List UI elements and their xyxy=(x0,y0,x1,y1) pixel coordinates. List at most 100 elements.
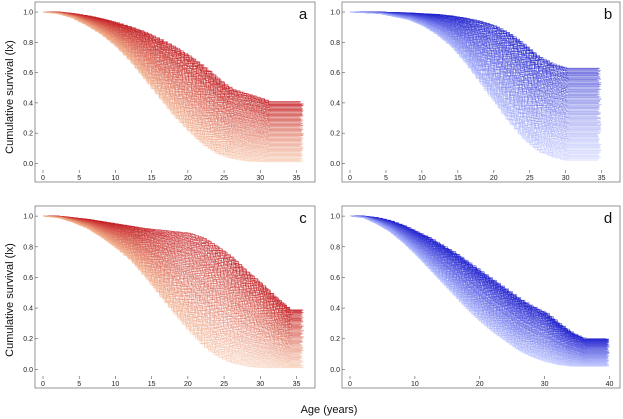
survival-curve xyxy=(350,215,609,353)
x-tick-label: 5 xyxy=(77,175,81,182)
survival-curve xyxy=(43,215,302,363)
survival-curve xyxy=(43,11,303,156)
y-tick-label: 0.2 xyxy=(23,131,33,138)
y-tick-label: 0.4 xyxy=(330,306,340,313)
survival-curve xyxy=(43,11,302,154)
survival-curve xyxy=(43,215,301,361)
survival-curve xyxy=(350,11,602,150)
x-tick-label: 20 xyxy=(490,175,498,182)
x-tick-label: 15 xyxy=(148,175,156,182)
x-tick-label: 30 xyxy=(256,175,264,182)
x-tick-label: 15 xyxy=(454,175,462,182)
survival-curve xyxy=(350,11,598,155)
survival-curves xyxy=(350,215,610,367)
survival-curve xyxy=(43,215,300,360)
survival-curve xyxy=(43,215,300,337)
y-tick-label: 0.0 xyxy=(330,367,340,374)
survival-curve xyxy=(43,215,304,366)
x-tick-label: 20 xyxy=(184,381,192,388)
survival-curve xyxy=(350,215,607,364)
survival-curve xyxy=(43,11,304,162)
survival-curve xyxy=(43,215,301,359)
survival-curve xyxy=(350,215,607,366)
survival-curve xyxy=(350,11,600,154)
x-axis-title: Age (years) xyxy=(301,404,358,416)
y-tick-label: 0.4 xyxy=(330,100,340,107)
survival-curve xyxy=(350,11,601,153)
y-tick-label: 0.4 xyxy=(23,100,33,107)
y-tick-label: 1.0 xyxy=(330,214,340,221)
survival-curve xyxy=(43,215,302,365)
x-tick-label: 0 xyxy=(41,381,45,388)
y-tick-label: 0.2 xyxy=(330,336,340,343)
y-tick-label: 0.0 xyxy=(330,161,340,168)
y-tick-label: 0.8 xyxy=(23,244,33,251)
x-tick-label: 25 xyxy=(220,381,228,388)
survival-curve xyxy=(350,215,608,359)
y-tick-label: 0.0 xyxy=(23,367,33,374)
y-tick-label: 1.0 xyxy=(330,10,340,17)
survival-curve xyxy=(350,215,607,367)
panel-a: 0 5 10 15 20 25 30 35 0.0 0.2 0.4 0.6 0.8 1.0 a xyxy=(23,1,316,183)
x-tick-label: 25 xyxy=(220,175,228,182)
survival-curve xyxy=(350,11,599,156)
y-tick-label: 0.8 xyxy=(23,40,33,47)
survival-curve xyxy=(350,11,599,159)
x-tick-label: 0 xyxy=(41,175,45,182)
survival-curve xyxy=(350,215,608,366)
survival-curve xyxy=(43,215,303,366)
x-tick-label: 30 xyxy=(256,381,264,388)
survival-curve xyxy=(43,11,301,129)
survival-curve xyxy=(350,215,607,363)
panel-letter: c xyxy=(299,210,307,227)
y-tick-label: 0.6 xyxy=(330,275,340,282)
survival-curve xyxy=(350,215,607,359)
survival-curve xyxy=(350,11,600,149)
survival-curve xyxy=(350,215,609,365)
survival-curve xyxy=(43,11,301,155)
survival-curve xyxy=(43,215,301,364)
survival-curve xyxy=(350,215,607,366)
panel-b: 0 5 10 15 20 25 30 35 0.0 0.2 0.4 0.6 0.8 1.0 b xyxy=(330,1,621,183)
x-tick-label: 25 xyxy=(526,175,534,182)
survival-curve xyxy=(350,215,609,364)
survival-curve xyxy=(43,215,304,368)
x-tick-label: 5 xyxy=(77,381,81,388)
survival-curve xyxy=(43,11,304,159)
survival-curve xyxy=(350,11,599,160)
y-tick-label: 0.6 xyxy=(23,275,33,282)
y-tick-label: 0.6 xyxy=(23,70,33,77)
survival-curves xyxy=(350,11,602,161)
y-tick-label: 0.4 xyxy=(23,306,33,313)
survival-curve xyxy=(350,11,601,148)
y-tick-label: 0.2 xyxy=(330,131,340,138)
y-tick-label: 0.2 xyxy=(23,336,33,343)
panel-d: 0 10 20 30 40 0.0 0.2 0.4 0.6 0.8 1.0 d xyxy=(330,205,621,389)
y-tick-label: 0.8 xyxy=(330,40,340,47)
survival-curve xyxy=(43,11,303,154)
y-axis-title-bottom: Cumulative survival (lx) xyxy=(4,243,16,357)
survival-curve xyxy=(43,215,300,367)
survival-curve xyxy=(43,215,303,341)
survival-curve xyxy=(350,215,608,364)
survival-curve xyxy=(43,11,302,108)
survival-curve xyxy=(43,11,303,157)
survival-curve xyxy=(350,11,598,135)
x-tick-label: 20 xyxy=(476,381,484,388)
survival-curve xyxy=(43,11,302,158)
panel-letter: d xyxy=(604,210,612,227)
x-tick-label: 10 xyxy=(411,381,419,388)
survival-curve xyxy=(43,11,303,141)
x-tick-label: 10 xyxy=(112,381,120,388)
x-tick-label: 0 xyxy=(348,381,352,388)
x-tick-label: 35 xyxy=(293,175,301,182)
y-tick-label: 1.0 xyxy=(23,10,33,17)
survival-curve xyxy=(350,11,602,158)
x-tick-label: 15 xyxy=(148,381,156,388)
survival-curve xyxy=(350,11,602,151)
survival-curve xyxy=(43,11,303,152)
survival-curve xyxy=(43,11,302,157)
survival-curve xyxy=(350,215,610,365)
survival-curve xyxy=(43,11,302,151)
